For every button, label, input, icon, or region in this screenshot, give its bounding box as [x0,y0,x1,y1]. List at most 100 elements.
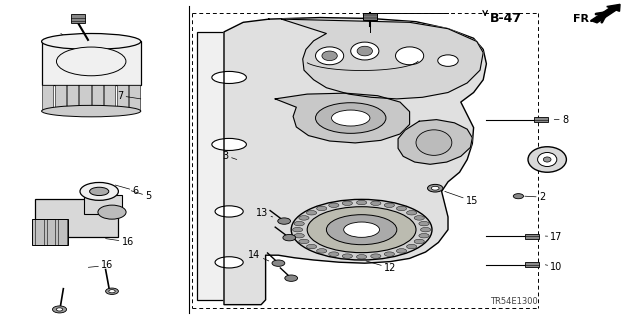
Bar [67,85,78,111]
Ellipse shape [332,110,370,126]
Polygon shape [398,120,472,164]
Ellipse shape [329,252,339,256]
Ellipse shape [307,211,317,215]
Ellipse shape [291,199,432,260]
Ellipse shape [294,234,305,238]
Ellipse shape [294,221,305,226]
Ellipse shape [396,47,424,65]
Text: 17: 17 [545,232,563,242]
Ellipse shape [416,130,452,155]
Text: 15: 15 [445,191,478,206]
Ellipse shape [212,138,246,151]
Ellipse shape [322,51,337,61]
Text: 2: 2 [525,192,545,202]
Text: B-47: B-47 [490,12,522,25]
Bar [129,85,140,111]
Bar [58,219,67,245]
Ellipse shape [538,152,557,167]
Ellipse shape [317,206,327,211]
Ellipse shape [420,227,431,232]
Bar [79,85,91,111]
Text: 13: 13 [256,208,273,218]
Text: FR.: FR. [573,13,593,24]
Text: 11: 11 [371,26,401,40]
Ellipse shape [396,249,406,253]
Ellipse shape [52,306,67,313]
Ellipse shape [42,33,141,49]
Ellipse shape [106,288,118,294]
Bar [92,85,103,111]
Text: 9: 9 [61,33,90,56]
Text: 3: 3 [223,151,237,161]
Polygon shape [224,18,486,305]
Bar [197,32,261,300]
Bar [47,219,55,245]
Ellipse shape [356,200,367,205]
Ellipse shape [428,184,443,192]
Ellipse shape [307,207,416,253]
Bar [84,195,122,214]
Ellipse shape [419,234,429,238]
Ellipse shape [299,216,309,220]
Bar [525,262,539,267]
Ellipse shape [357,46,372,56]
Bar [525,234,539,239]
Ellipse shape [42,105,141,117]
Ellipse shape [396,206,406,211]
Ellipse shape [384,252,394,256]
Ellipse shape [98,205,126,219]
Bar [54,85,66,111]
Ellipse shape [109,290,115,293]
Ellipse shape [80,182,118,200]
Ellipse shape [317,249,327,253]
Ellipse shape [329,203,339,207]
FancyArrow shape [591,4,620,23]
Ellipse shape [414,216,424,220]
Ellipse shape [406,211,417,215]
Bar [363,13,377,20]
Polygon shape [275,93,410,143]
Ellipse shape [215,257,243,268]
Text: 16: 16 [88,260,113,271]
Bar [42,41,141,85]
Bar [35,219,44,245]
Ellipse shape [283,234,296,241]
Bar [534,117,548,122]
Ellipse shape [351,42,379,60]
Bar [71,14,85,23]
Ellipse shape [292,227,303,232]
Ellipse shape [543,157,551,162]
Ellipse shape [307,244,317,249]
Ellipse shape [342,201,353,205]
Text: 1: 1 [557,154,566,164]
Text: 6: 6 [115,185,139,196]
Ellipse shape [90,187,109,196]
Ellipse shape [316,103,386,133]
Text: 12: 12 [366,261,396,273]
Ellipse shape [371,201,381,205]
Text: TR54E1300: TR54E1300 [490,297,538,306]
Ellipse shape [344,222,380,237]
Ellipse shape [215,206,243,217]
Ellipse shape [56,308,63,311]
Ellipse shape [414,239,424,244]
Ellipse shape [299,239,309,244]
Ellipse shape [356,255,367,259]
Bar [42,85,53,111]
Bar [35,199,118,237]
Ellipse shape [272,260,285,266]
Ellipse shape [528,147,566,172]
Ellipse shape [419,221,429,226]
Ellipse shape [278,218,291,224]
Ellipse shape [342,254,353,258]
Text: 8: 8 [554,115,568,125]
Bar [32,219,68,245]
Text: 10: 10 [545,262,563,272]
Polygon shape [282,19,483,99]
Ellipse shape [56,47,126,76]
Ellipse shape [438,55,458,66]
Text: 14: 14 [248,249,269,261]
Text: 7: 7 [117,91,141,101]
Text: 4: 4 [416,135,435,145]
Ellipse shape [406,244,417,249]
